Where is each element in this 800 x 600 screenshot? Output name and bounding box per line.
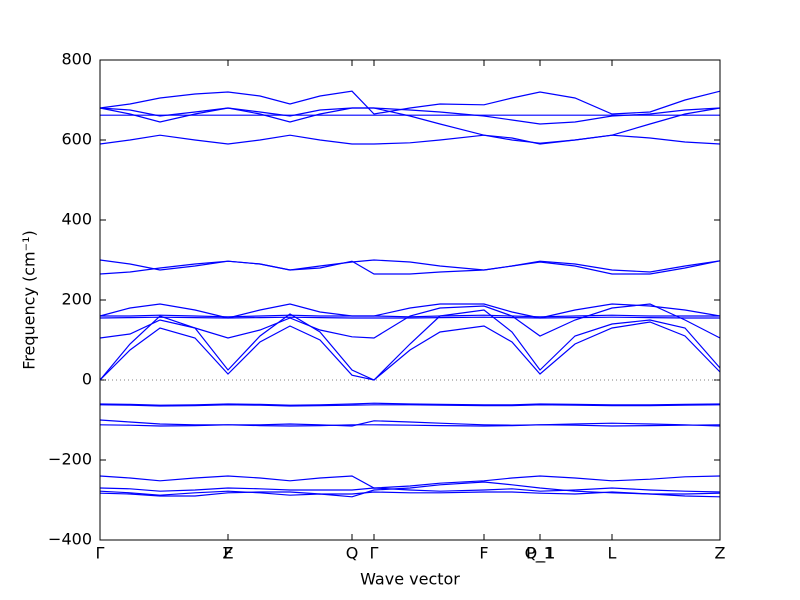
x-tick-label: Z xyxy=(223,544,234,563)
x-axis-label: Wave vector xyxy=(360,570,460,589)
x-tick-label: F xyxy=(223,544,232,563)
band-line xyxy=(99,402,721,406)
x-tick-label: F xyxy=(479,544,488,563)
band-line xyxy=(99,303,721,319)
band-line xyxy=(99,260,721,275)
y-tick-label: 400 xyxy=(61,210,92,229)
band-line xyxy=(99,107,721,125)
band-line xyxy=(99,107,721,144)
band-line xyxy=(99,475,721,489)
band-line xyxy=(99,491,721,497)
band-line xyxy=(99,309,721,381)
y-tick-label: −400 xyxy=(48,530,92,549)
band-line xyxy=(99,316,720,319)
x-tick-label: Q_1 xyxy=(525,544,556,564)
x-tick-label: Q xyxy=(346,544,359,563)
x-tick-label: Γ xyxy=(370,544,379,563)
y-axis-label: Frequency (cm⁻¹) xyxy=(20,230,39,369)
band-line xyxy=(100,314,720,318)
band-line xyxy=(99,404,721,407)
x-tick-label: L xyxy=(608,544,617,563)
x-tick-label: Z xyxy=(715,544,726,563)
y-tick-label: 200 xyxy=(61,290,92,309)
x-tick-label: Γ xyxy=(96,544,105,563)
band-line xyxy=(99,259,721,273)
band-line xyxy=(99,303,721,339)
plot-frame xyxy=(99,59,721,541)
y-tick-label: 0 xyxy=(82,370,92,389)
band-line xyxy=(99,424,721,427)
band-line xyxy=(99,90,721,115)
y-tick-label: 600 xyxy=(61,130,92,149)
y-tick-label: −200 xyxy=(48,450,92,469)
x-tick-label: P_1 xyxy=(526,544,554,564)
y-tick-label: 800 xyxy=(61,50,92,69)
band-line xyxy=(99,419,721,427)
band-line xyxy=(99,134,721,145)
band-line xyxy=(99,321,721,381)
